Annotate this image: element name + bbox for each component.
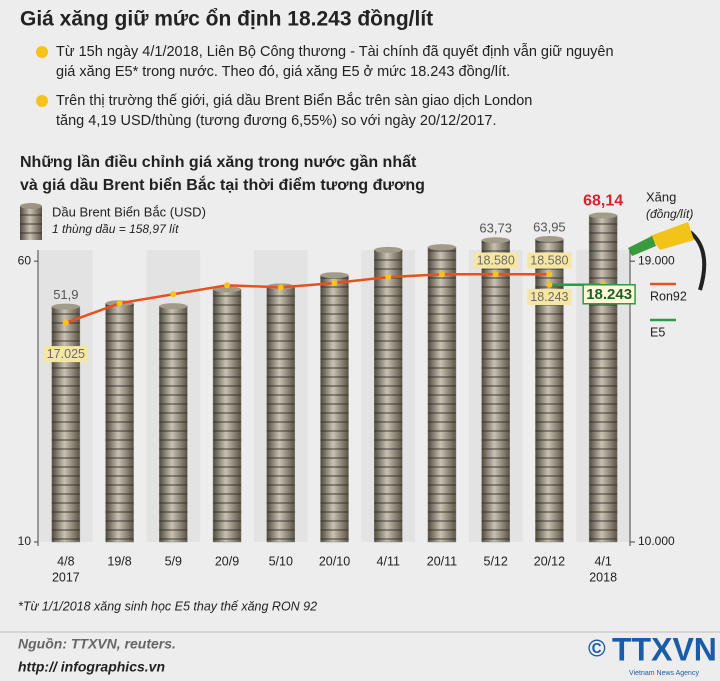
barrel-ribs <box>159 306 188 542</box>
barrel-ribs <box>481 240 510 543</box>
barrel-top <box>427 244 456 251</box>
price-point <box>546 281 553 288</box>
price-value-label: 18.580 <box>477 254 515 268</box>
chart-title: Những lần điều chỉnh giá xăng trong nước… <box>20 154 417 171</box>
copyright: © <box>588 635 606 662</box>
x-tick-label: 5/9 <box>165 554 182 568</box>
legend-label: Ron92 <box>650 289 687 303</box>
price-value-label: 18.243 <box>586 286 632 303</box>
price-point <box>438 271 445 278</box>
x-year-label: 2017 <box>52 570 80 584</box>
bar-value-label: 51,9 <box>53 287 78 302</box>
bar-value-label: 63,95 <box>533 219 566 234</box>
x-tick-label: 4/11 <box>377 554 400 568</box>
barrel-ribs <box>266 286 295 542</box>
x-tick-label: 4/1 <box>594 554 611 568</box>
price-value-label: 18.580 <box>530 254 568 268</box>
logo-subtitle: Vietnam News Agency <box>629 670 699 677</box>
x-tick-label: 20/11 <box>427 554 457 568</box>
y2-axis-unit: (đồng/lít) <box>646 207 693 221</box>
x-year-label: 2018 <box>589 570 617 584</box>
price-point <box>546 271 553 278</box>
y2-axis-label: Xăng <box>646 189 676 204</box>
barrel-top <box>213 286 242 293</box>
label-box <box>43 346 89 363</box>
x-tick-label: 20/9 <box>215 554 239 568</box>
price-value-label: 18.243 <box>530 290 568 304</box>
price-point <box>170 291 177 298</box>
bullet-text: giá xăng E5* trong nước. Theo đó, giá xă… <box>56 64 510 80</box>
source: Nguồn: TTXVN, reuters. <box>18 636 176 652</box>
logo: TTXVN <box>612 631 717 667</box>
barrel-ribs <box>105 303 134 542</box>
barrel-ribs <box>427 247 456 542</box>
y-tick-label: 60 <box>18 253 32 267</box>
y2-tick-label: 19.000 <box>638 253 675 267</box>
price-line <box>65 273 550 324</box>
barrel-ribs <box>213 289 242 542</box>
barrel-top <box>51 303 80 310</box>
barrel-top <box>535 235 564 242</box>
label-box <box>582 284 636 305</box>
legend-barrel-icon <box>20 203 42 240</box>
footnote: *Từ 1/1/2018 xăng sinh học E5 thay thế x… <box>18 599 317 613</box>
barrel-ribs <box>320 275 349 542</box>
legend-label: E5 <box>650 325 665 339</box>
barrel-top <box>589 212 618 219</box>
barrel-ribs <box>374 249 403 542</box>
x-tick-label: 20/10 <box>319 554 350 568</box>
price-point <box>492 271 499 278</box>
barrel-top <box>374 246 403 253</box>
bar-value-label: 68,14 <box>583 193 623 210</box>
price-point <box>62 319 69 326</box>
price-point <box>331 280 338 287</box>
y-tick-label: 10 <box>18 534 32 548</box>
label-box <box>527 252 572 269</box>
barrel-top <box>159 303 188 310</box>
x-tick-label: 4/8 <box>57 554 74 568</box>
url[interactable]: http:// infographics.vn <box>18 659 165 675</box>
price-value-label: 17.025 <box>47 347 85 361</box>
y-axis-note: 1 thùng dầu = 158,97 lít <box>52 222 179 236</box>
bullet-dot <box>36 95 48 107</box>
page-title: Giá xăng giữ mức ổn định 18.243 đồng/lít <box>20 8 433 31</box>
label-box <box>527 289 572 306</box>
bullet-text: Từ 15h ngày 4/1/2018, Liên Bộ Công thươn… <box>56 43 614 60</box>
x-tick-label: 5/12 <box>484 554 508 568</box>
chart-title: và giá dầu Brent biển Bắc tại thời điểm … <box>20 175 425 194</box>
price-point <box>224 282 231 289</box>
bullet-dot <box>36 46 48 58</box>
barrel-ribs <box>51 306 80 542</box>
label-box <box>473 252 518 269</box>
y-axis-label: Dầu Brent Biển Bắc (USD) <box>52 204 206 219</box>
bar-value-label: 63,73 <box>479 221 512 236</box>
x-tick-label: 5/10 <box>269 554 293 568</box>
barrel-top <box>481 237 510 244</box>
y2-tick-label: 10.000 <box>638 534 675 548</box>
barrel-ribs <box>589 215 618 542</box>
price-point <box>116 300 123 307</box>
x-tick-label: 20/12 <box>534 554 565 568</box>
price-point <box>385 274 392 281</box>
x-tick-label: 19/8 <box>107 554 131 568</box>
price-point <box>277 284 284 291</box>
bullet-text: Trên thị trường thế giới, giá dầu Brent … <box>56 92 532 109</box>
barrel-top <box>320 272 349 279</box>
bullet-text: tăng 4,19 USD/thùng (tương đương 6,55%) … <box>56 113 497 129</box>
